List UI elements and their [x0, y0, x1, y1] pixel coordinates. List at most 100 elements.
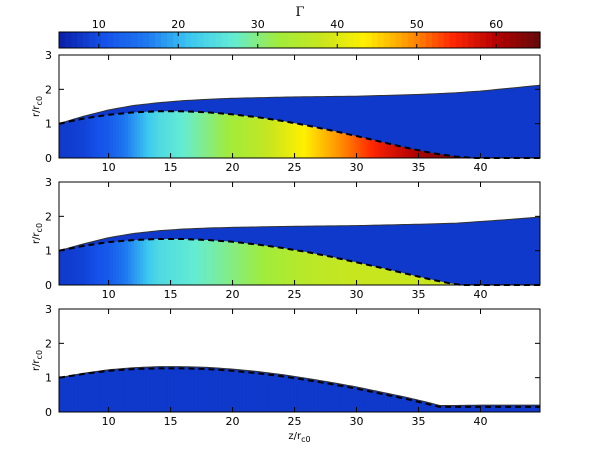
core-band	[326, 368, 331, 412]
x-tick-label: 25	[288, 161, 302, 174]
colorbar-segment	[311, 32, 319, 48]
core-band	[89, 238, 93, 285]
core-band	[71, 238, 75, 285]
core-band	[98, 238, 102, 285]
core-band	[500, 368, 505, 412]
core-band	[455, 368, 460, 412]
core-band	[191, 238, 195, 285]
core-band	[263, 368, 268, 412]
core-band	[167, 111, 171, 158]
colorbar-segment	[425, 32, 433, 48]
core-band	[95, 368, 99, 412]
x-tick-label: 10	[102, 288, 116, 301]
core-band	[221, 368, 225, 412]
core-band	[119, 368, 123, 412]
colorbar-segment	[65, 32, 72, 48]
core-band	[197, 368, 201, 412]
core-band	[83, 111, 87, 158]
core-band	[299, 238, 304, 285]
colorbar-segment	[443, 32, 451, 48]
core-band	[65, 238, 69, 285]
core-band	[353, 368, 358, 412]
core-band	[95, 111, 99, 158]
colorbar-segment	[389, 32, 397, 48]
core-band	[110, 368, 114, 412]
core-band	[356, 368, 361, 412]
core-band	[335, 368, 340, 412]
colorbar-segment	[485, 32, 493, 48]
colorbar-segment	[137, 32, 144, 48]
core-band	[158, 368, 162, 412]
core-band	[215, 368, 219, 412]
core-band	[260, 368, 265, 412]
core-band	[278, 368, 283, 412]
core-band	[326, 111, 331, 158]
core-band	[71, 111, 75, 158]
core-band	[62, 238, 66, 285]
core-band	[287, 238, 292, 285]
core-band	[290, 238, 295, 285]
y-axis-label-main: r/r	[31, 359, 42, 371]
core-band	[323, 238, 328, 285]
core-band	[497, 368, 502, 412]
core-band	[218, 368, 222, 412]
colorbar-segment	[143, 32, 150, 48]
colorbar-tick-label: 50	[410, 18, 424, 31]
core-band	[245, 111, 249, 158]
core-band	[326, 238, 331, 285]
core-band	[317, 111, 322, 158]
core-band	[209, 238, 213, 285]
core-band	[104, 111, 108, 158]
x-tick-label: 15	[164, 415, 178, 428]
core-band	[188, 111, 192, 158]
core-band	[287, 111, 292, 158]
core-band	[317, 368, 322, 412]
x-tick-label: 15	[164, 288, 178, 301]
x-tick-label: 35	[412, 415, 426, 428]
core-band	[218, 111, 222, 158]
colorbar-segment	[455, 32, 463, 48]
core-band	[164, 238, 168, 285]
core-band	[302, 238, 307, 285]
core-band	[62, 111, 66, 158]
colorbar-segment	[335, 32, 343, 48]
colorbar-segment	[515, 32, 523, 48]
x-tick-label: 40	[473, 288, 487, 301]
core-band	[215, 111, 219, 158]
core-band	[221, 111, 225, 158]
core-band	[230, 111, 234, 158]
core-band	[92, 238, 96, 285]
core-band	[293, 238, 298, 285]
x-axis-label-main: z/r	[288, 431, 302, 442]
outer-boundary-line	[58, 366, 540, 406]
core-band	[308, 368, 313, 412]
core-band	[338, 111, 343, 158]
core-band	[128, 368, 132, 412]
core-band	[236, 238, 240, 285]
core-band	[227, 368, 231, 412]
core-band	[173, 368, 177, 412]
core-band	[227, 238, 231, 285]
core-band	[257, 368, 262, 412]
core-band	[140, 111, 144, 158]
core-band	[296, 238, 301, 285]
core-band	[329, 238, 334, 285]
x-tick-label: 20	[226, 288, 240, 301]
core-band	[161, 111, 165, 158]
y-tick-label: 0	[45, 152, 52, 165]
core-band	[164, 368, 168, 412]
core-band	[224, 111, 228, 158]
core-band	[194, 368, 198, 412]
core-band	[197, 111, 201, 158]
core-band	[269, 368, 274, 412]
core-band	[344, 238, 349, 285]
core-band	[482, 368, 487, 412]
outer-boundary-line	[58, 84, 541, 125]
colorbar-segment	[59, 32, 66, 48]
core-band	[350, 368, 355, 412]
core-band	[347, 368, 352, 412]
core-band	[488, 368, 493, 412]
core-band	[290, 368, 295, 412]
core-band	[125, 368, 129, 412]
core-band	[113, 111, 117, 158]
